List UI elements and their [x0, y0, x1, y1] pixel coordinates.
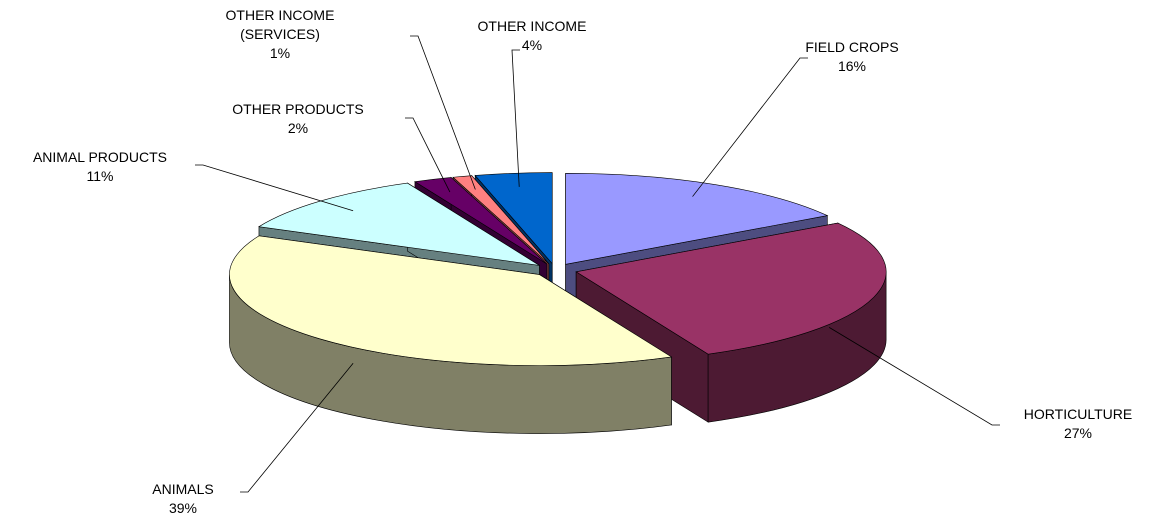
value-label: 27% [1063, 425, 1093, 441]
slice-top [414, 177, 548, 265]
value-label: 11% [86, 168, 114, 184]
value-label: 1% [269, 45, 291, 61]
slice-label: ANIMAL PRODUCTS 11% [0, 148, 210, 186]
slice-top [565, 173, 829, 265]
category-label: HORTICULTURE [1023, 406, 1133, 422]
category-label: OTHER INCOME [477, 18, 587, 34]
category-label: OTHER PRODUCTS [232, 101, 364, 117]
pie-slice [229, 235, 673, 434]
value-label: 4% [521, 37, 543, 53]
slice-label: OTHER INCOME (SERVICES) 1% [205, 6, 355, 63]
slice-label: FIELD CROPS 16% [752, 38, 952, 76]
category-label: FIELD CROPS [805, 39, 899, 55]
slice-label: ANIMALS 39% [103, 480, 263, 518]
category-label: ANIMAL PRODUCTS [32, 149, 168, 165]
leader-line [410, 35, 476, 190]
leader-line [240, 363, 354, 493]
category-label: OTHER INCOME (SERVICES) [225, 7, 335, 42]
leader-line [828, 327, 1000, 426]
value-label: 2% [287, 120, 309, 136]
slice-top [575, 222, 887, 355]
slice-top [229, 235, 673, 366]
slice-label: OTHER PRODUCTS 2% [188, 100, 408, 138]
slice-top [474, 172, 553, 265]
category-label: ANIMALS [152, 481, 214, 497]
leader-line [692, 57, 808, 197]
slice-label: OTHER INCOME 4% [452, 17, 612, 55]
value-label: 39% [168, 500, 198, 516]
slice-label: HORTICULTURE 27% [978, 405, 1170, 443]
leader-line [511, 49, 520, 187]
value-label: 16% [837, 58, 867, 74]
leader-line [195, 164, 354, 212]
slice-top [452, 175, 550, 265]
leader-line [405, 117, 451, 193]
